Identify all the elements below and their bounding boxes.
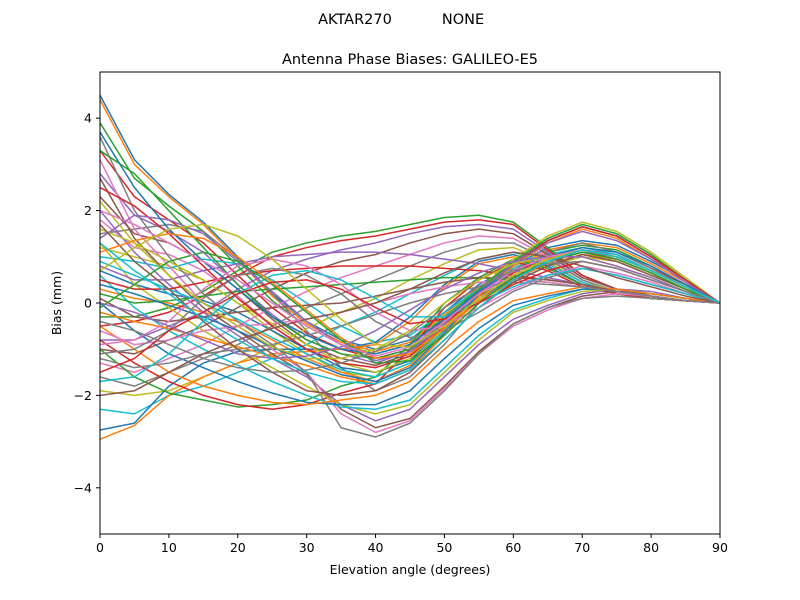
series-line-10 bbox=[100, 246, 720, 344]
chart-title: Antenna Phase Biases: GALILEO-E5 bbox=[282, 52, 538, 68]
x-tick-label: 90 bbox=[712, 540, 728, 555]
y-axis-label: Bias (mm) bbox=[49, 271, 64, 335]
y-tick-label: −4 bbox=[74, 480, 92, 495]
series-line-44 bbox=[100, 186, 720, 369]
suptitle-right: NONE bbox=[442, 12, 484, 28]
x-tick-label: 80 bbox=[643, 540, 659, 555]
series-line-45 bbox=[100, 214, 720, 362]
x-axis-label: Elevation angle (degrees) bbox=[330, 562, 491, 577]
series-line-28 bbox=[100, 136, 720, 438]
series-line-50 bbox=[100, 267, 720, 383]
series-line-1 bbox=[100, 94, 720, 350]
x-tick-label: 50 bbox=[436, 540, 452, 555]
series-line-55 bbox=[100, 256, 720, 360]
series-line-56 bbox=[100, 251, 720, 397]
series-line-53 bbox=[100, 251, 720, 364]
y-tick-label: 2 bbox=[84, 203, 92, 218]
y-axis: −4 −2 0 2 4 bbox=[74, 111, 100, 495]
series-line-60 bbox=[100, 242, 720, 385]
x-tick-label: 60 bbox=[505, 540, 521, 555]
x-tick-label: 10 bbox=[161, 540, 177, 555]
x-tick-label: 30 bbox=[299, 540, 315, 555]
x-tick-label: 70 bbox=[574, 540, 590, 555]
series-line-39 bbox=[100, 221, 720, 374]
suptitle-left: AKTAR270 bbox=[318, 12, 392, 28]
x-tick-label: 0 bbox=[96, 540, 104, 555]
y-tick-label: −2 bbox=[74, 388, 92, 403]
x-axis: 0 10 20 30 40 50 60 70 80 90 bbox=[96, 534, 728, 555]
series-layer bbox=[100, 94, 720, 440]
series-line-32 bbox=[100, 286, 720, 406]
series-line-43 bbox=[100, 149, 720, 360]
x-tick-label: 40 bbox=[368, 540, 384, 555]
x-tick-label: 20 bbox=[230, 540, 246, 555]
series-line-58 bbox=[100, 260, 720, 374]
y-tick-label: 0 bbox=[84, 296, 92, 311]
y-tick-label: 4 bbox=[84, 111, 92, 126]
